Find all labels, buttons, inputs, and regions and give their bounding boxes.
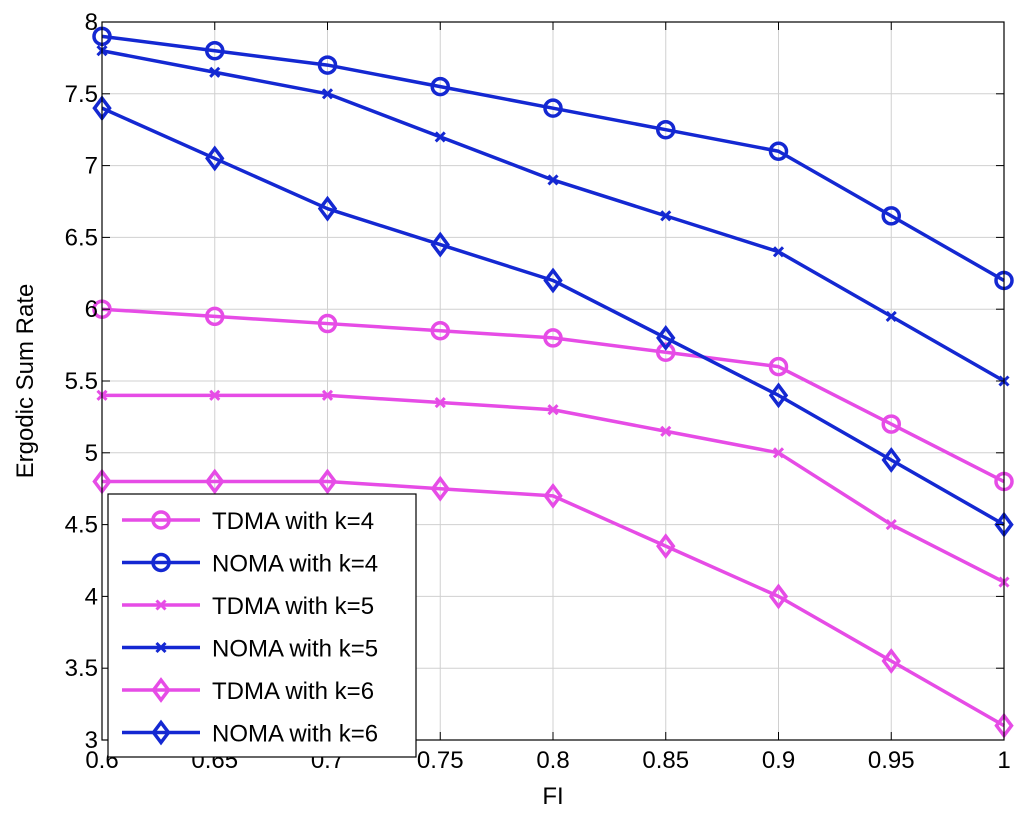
x-tick-label: 0.8 bbox=[536, 747, 569, 774]
y-tick-label: 5 bbox=[85, 440, 98, 467]
legend-marker-x bbox=[155, 641, 167, 654]
legend-entry: NOMA with k=4 bbox=[122, 551, 378, 578]
data-point-circle bbox=[430, 320, 450, 341]
data-point-circle bbox=[656, 119, 676, 140]
legend-entry: TDMA with k=6 bbox=[122, 677, 374, 705]
data-point-x bbox=[885, 519, 897, 531]
legend-marker-diamond bbox=[151, 719, 171, 746]
data-point-circle bbox=[768, 356, 789, 377]
series-line bbox=[101, 106, 1005, 527]
data-point-circle bbox=[430, 76, 450, 97]
data-point-x bbox=[547, 404, 559, 416]
data-point-diamond bbox=[881, 447, 901, 473]
legend-marker-diamond bbox=[151, 677, 171, 703]
data-point-x bbox=[434, 396, 446, 409]
data-point-diamond bbox=[205, 468, 225, 495]
y-tick-label: 8 bbox=[85, 9, 98, 36]
y-axis-title: Ergodic Sum Rate bbox=[12, 284, 39, 479]
data-point-x bbox=[772, 246, 785, 258]
data-point-circle bbox=[768, 141, 789, 161]
data-point-circle bbox=[656, 342, 676, 363]
legend-label: TDMA with k=4 bbox=[212, 508, 374, 535]
data-point-diamond bbox=[430, 231, 450, 258]
legend-marker-x bbox=[155, 599, 167, 611]
data-point-x bbox=[209, 66, 221, 78]
x-tick-label: 0.9 bbox=[762, 747, 795, 774]
legend-label: NOMA with k=6 bbox=[212, 721, 378, 748]
legend: TDMA with k=4 NOMA with k=4 TDMA with k=5 N… bbox=[107, 493, 417, 758]
legend-box bbox=[107, 493, 417, 758]
data-point-x bbox=[547, 174, 559, 186]
data-point-circle bbox=[543, 328, 563, 348]
data-point-x bbox=[772, 447, 785, 459]
data-point-circle bbox=[205, 306, 225, 327]
data-point-circle bbox=[317, 313, 338, 334]
y-tick-label: 4.5 bbox=[65, 512, 98, 539]
y-tick-label: 7.5 bbox=[65, 81, 98, 108]
legend-entry: NOMA with k=5 bbox=[122, 636, 378, 663]
data-point-x bbox=[660, 425, 672, 437]
legend-marker-circle bbox=[151, 552, 171, 573]
data-point-diamond bbox=[768, 382, 789, 409]
y-tick-label: 3 bbox=[85, 727, 98, 754]
series-group bbox=[92, 26, 1014, 739]
series-line bbox=[101, 307, 1005, 484]
data-point-diamond bbox=[543, 267, 563, 294]
data-point-diamond bbox=[543, 482, 563, 509]
y-tick-label: 7 bbox=[85, 153, 98, 180]
data-point-x bbox=[885, 310, 897, 322]
series-4 bbox=[96, 45, 1010, 387]
y-tick-label: 4 bbox=[85, 583, 98, 610]
x-tick-label: 0.85 bbox=[642, 747, 689, 774]
data-point-diamond bbox=[317, 468, 338, 495]
legend-label: NOMA with k=5 bbox=[212, 636, 378, 663]
x-tick-label: 0.95 bbox=[868, 747, 915, 774]
legend-label: TDMA with k=6 bbox=[212, 678, 374, 705]
data-point-circle bbox=[543, 98, 563, 118]
series-6 bbox=[92, 95, 1014, 538]
legend-entry: NOMA with k=6 bbox=[122, 719, 378, 748]
x-axis-title: FI bbox=[542, 783, 563, 810]
data-point-diamond bbox=[205, 145, 225, 172]
legend-label: NOMA with k=4 bbox=[212, 551, 378, 578]
series-line bbox=[101, 34, 1005, 282]
y-tick-label: 6.5 bbox=[65, 224, 98, 251]
data-point-circle bbox=[205, 40, 225, 61]
data-point-x bbox=[321, 88, 334, 100]
legend-entry: TDMA with k=4 bbox=[122, 508, 374, 535]
legend-label: TDMA with k=5 bbox=[212, 593, 374, 620]
data-point-x bbox=[660, 210, 672, 222]
data-point-diamond bbox=[881, 648, 901, 674]
data-point-x bbox=[434, 131, 446, 143]
ticks: 0.6 0.65 0.7 0.75 0.8 0.85 0.9 0.95 133.544.555.… bbox=[65, 9, 1011, 774]
series-5 bbox=[92, 468, 1014, 739]
data-point-diamond bbox=[656, 533, 676, 560]
data-point-circle bbox=[881, 206, 901, 226]
data-point-x bbox=[209, 389, 221, 401]
x-tick-label: 0.75 bbox=[417, 747, 464, 774]
y-tick-label: 6 bbox=[85, 296, 98, 323]
data-point-circle bbox=[317, 55, 338, 75]
data-point-x bbox=[321, 389, 334, 401]
y-tick-label: 3.5 bbox=[65, 655, 98, 682]
data-point-diamond bbox=[656, 325, 676, 351]
data-point-circle bbox=[881, 414, 901, 434]
y-tick-label: 5.5 bbox=[65, 368, 98, 395]
series-line bbox=[102, 479, 1005, 728]
data-point-diamond bbox=[430, 475, 450, 502]
legend-marker-circle bbox=[151, 510, 171, 530]
legend-entry: TDMA with k=5 bbox=[122, 593, 374, 620]
data-point-diamond bbox=[317, 195, 338, 222]
x-tick-label: 1 bbox=[997, 747, 1010, 774]
data-point-diamond bbox=[768, 583, 789, 610]
